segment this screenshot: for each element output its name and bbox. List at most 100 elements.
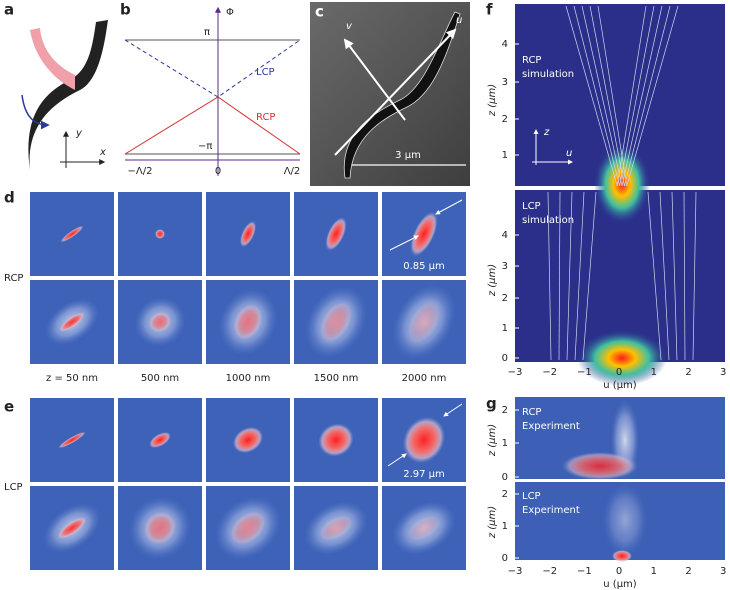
blob bbox=[60, 225, 84, 243]
blob bbox=[239, 221, 257, 247]
scale-label: 3 μm bbox=[395, 150, 421, 161]
x-tick-label: −2 bbox=[542, 367, 557, 378]
ray bbox=[566, 191, 573, 361]
panel-label: e bbox=[4, 398, 14, 416]
x-tick-label: −1 bbox=[577, 367, 592, 378]
arrow bbox=[389, 235, 419, 251]
y-tick-label: 1 bbox=[502, 521, 508, 532]
ray bbox=[647, 191, 662, 361]
plot-title: simulation bbox=[522, 215, 574, 226]
x-tick-label: 1 bbox=[651, 367, 657, 378]
tick-label: π bbox=[204, 27, 210, 38]
x-tick-label: 2 bbox=[685, 367, 691, 378]
rcp-line bbox=[124, 96, 301, 155]
blob bbox=[562, 452, 638, 480]
y-tick-label: 3 bbox=[502, 261, 508, 272]
ray bbox=[683, 191, 686, 361]
plot-title: Experiment bbox=[522, 505, 580, 516]
axis-label: u bbox=[456, 15, 462, 26]
x-tick-label: −3 bbox=[508, 367, 523, 378]
axis-label: y bbox=[75, 128, 83, 139]
arrow bbox=[334, 28, 457, 156]
ray bbox=[581, 5, 623, 187]
tick-label: −π bbox=[198, 141, 212, 152]
ray bbox=[574, 191, 585, 361]
panel-label: b bbox=[120, 1, 131, 19]
tick-label: 0 bbox=[215, 166, 221, 177]
strip-pink bbox=[30, 28, 75, 90]
blob bbox=[148, 311, 172, 333]
rotation-arrow bbox=[21, 94, 50, 130]
tick-label: Λ/2 bbox=[284, 166, 301, 177]
panel-label: c bbox=[315, 3, 324, 21]
heat-spot bbox=[594, 144, 650, 224]
blob bbox=[228, 510, 268, 546]
ray bbox=[671, 191, 678, 361]
plot-title: simulation bbox=[522, 69, 574, 80]
y-label: z (μm) bbox=[487, 264, 498, 297]
haze bbox=[603, 484, 647, 556]
ray bbox=[692, 191, 697, 361]
x-tick-label: 0 bbox=[616, 367, 622, 378]
rays bbox=[547, 5, 697, 361]
inset-label: u bbox=[566, 148, 572, 159]
row-label: LCP bbox=[4, 482, 23, 493]
y-tick-label: 1 bbox=[502, 150, 508, 161]
blob bbox=[318, 423, 354, 457]
y-tick-label: 0 bbox=[502, 553, 508, 564]
ray bbox=[582, 191, 597, 361]
arrow bbox=[343, 38, 406, 121]
ray bbox=[624, 5, 671, 187]
blob bbox=[406, 298, 442, 346]
y-tick-label: 3 bbox=[502, 77, 508, 88]
blob bbox=[405, 514, 443, 542]
width-label: 0.85 μm bbox=[403, 261, 445, 272]
x-label: u (μm) bbox=[603, 579, 637, 590]
y-label: z (μm) bbox=[487, 506, 498, 539]
ray bbox=[589, 5, 625, 187]
blob bbox=[317, 514, 355, 542]
tiles: 0.85 μm 2.97 μm bbox=[30, 192, 466, 570]
y-tick-label: 0 bbox=[502, 472, 508, 483]
blob bbox=[232, 302, 264, 342]
sem-image bbox=[310, 2, 470, 186]
blob bbox=[232, 426, 264, 454]
column-label: 1000 nm bbox=[226, 373, 271, 384]
plot-title: LCP bbox=[522, 491, 541, 502]
arrow bbox=[435, 199, 463, 215]
ray bbox=[565, 5, 618, 187]
y-label: z (μm) bbox=[487, 84, 498, 117]
plot-title: Experiment bbox=[522, 421, 580, 432]
blob bbox=[318, 300, 354, 344]
panel-label: g bbox=[486, 395, 497, 413]
plot-title: RCP bbox=[522, 55, 541, 66]
ray bbox=[573, 5, 620, 187]
ray bbox=[558, 191, 561, 361]
arrow bbox=[387, 453, 407, 467]
blob bbox=[402, 416, 446, 464]
column-label: 2000 nm bbox=[402, 373, 447, 384]
y-tick-label: 1 bbox=[502, 323, 508, 334]
y-tick-label: 2 bbox=[502, 405, 508, 416]
heat-spot bbox=[577, 330, 667, 386]
arrow bbox=[443, 403, 463, 417]
y-tick-label: 2 bbox=[502, 489, 508, 500]
y-tick-label: 2 bbox=[502, 293, 508, 304]
y-tick-label: 1 bbox=[502, 438, 508, 449]
blob bbox=[155, 229, 165, 239]
x-tick-label: 1 bbox=[651, 566, 657, 577]
strip bbox=[28, 20, 109, 170]
y-tick-label: 2 bbox=[502, 114, 508, 125]
lcp-line bbox=[124, 39, 301, 98]
x-tick-label: −2 bbox=[542, 566, 557, 577]
y-tick-label: 0 bbox=[502, 353, 508, 364]
x-tick-label: 3 bbox=[720, 367, 726, 378]
ray bbox=[659, 191, 670, 361]
blob bbox=[612, 550, 632, 562]
ray bbox=[597, 5, 628, 187]
legend-label: RCP bbox=[256, 112, 275, 123]
width-label: 2.97 μm bbox=[403, 469, 445, 480]
ray bbox=[619, 5, 655, 187]
blob bbox=[58, 431, 86, 449]
